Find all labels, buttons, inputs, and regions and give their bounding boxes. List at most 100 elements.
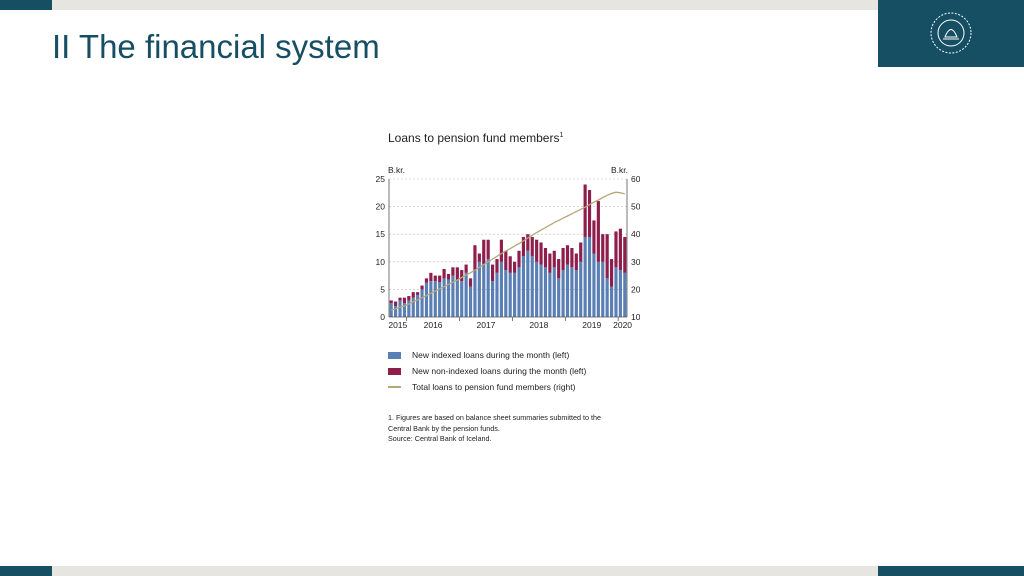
- bar-non-indexed: [429, 272, 433, 282]
- bar-non-indexed: [517, 250, 521, 268]
- bar-non-indexed: [570, 248, 574, 268]
- bar-indexed: [442, 278, 446, 317]
- bar-non-indexed: [398, 297, 402, 301]
- bar-non-indexed: [499, 239, 503, 262]
- bar-non-indexed: [389, 300, 393, 304]
- bar-non-indexed: [623, 236, 627, 273]
- bar-indexed: [601, 261, 605, 317]
- bar-non-indexed: [508, 256, 512, 273]
- y-left-tick-label: 10: [376, 257, 386, 267]
- y-right-tick-label: 100: [631, 312, 640, 322]
- chart-notes: 1. Figures are based on balance sheet su…: [388, 413, 601, 445]
- bar-indexed: [526, 250, 530, 317]
- legend-label-total: Total loans to pension fund members (rig…: [412, 382, 576, 392]
- y-right-tick-label: 400: [631, 229, 640, 239]
- bar-indexed: [482, 264, 486, 317]
- bottom-band: [52, 566, 878, 576]
- bar-indexed: [609, 286, 614, 317]
- bar-indexed: [508, 272, 512, 317]
- bar-indexed: [570, 267, 574, 317]
- bar-non-indexed: [504, 250, 508, 271]
- bar-non-indexed: [433, 275, 437, 282]
- bar-indexed: [587, 236, 592, 317]
- y-left-tick-label: 20: [376, 202, 386, 212]
- legend-swatch-non-indexed: [388, 367, 401, 375]
- bar-indexed: [574, 270, 578, 317]
- bar-indexed: [530, 256, 534, 317]
- y-right-tick-label: 500: [631, 202, 640, 212]
- bottom-accent-bar: [0, 566, 52, 576]
- bar-non-indexed: [438, 275, 442, 283]
- bar-non-indexed: [548, 253, 552, 273]
- note-line-1: 1. Figures are based on balance sheet su…: [388, 413, 601, 422]
- bar-indexed: [517, 267, 521, 317]
- bar-indexed: [614, 267, 618, 317]
- bar-non-indexed: [486, 239, 490, 260]
- bar-indexed: [473, 270, 477, 317]
- bar-indexed: [420, 289, 424, 317]
- bar-indexed: [592, 253, 596, 317]
- chart-title-note: 1: [559, 132, 564, 139]
- bar-non-indexed: [477, 253, 481, 262]
- bar-non-indexed: [521, 236, 526, 257]
- bar-non-indexed: [526, 234, 530, 251]
- bar-non-indexed: [587, 190, 592, 237]
- bar-indexed: [407, 300, 411, 317]
- bar-indexed: [433, 281, 437, 317]
- bar-non-indexed: [574, 253, 578, 271]
- y-left-tick-label: 15: [376, 229, 386, 239]
- bar-indexed: [513, 272, 517, 317]
- bar-non-indexed: [490, 264, 495, 282]
- bar-indexed: [495, 272, 499, 317]
- source-line: Source: Central Bank of Iceland.: [388, 434, 492, 443]
- bar-indexed: [398, 300, 402, 317]
- bar-non-indexed: [411, 292, 415, 298]
- bar-non-indexed: [535, 239, 539, 262]
- top-band: [52, 0, 878, 10]
- bar-indexed: [557, 278, 561, 317]
- chart-title: Loans to pension fund members1: [388, 131, 563, 145]
- bar-non-indexed: [482, 239, 486, 265]
- bar-indexed: [477, 261, 481, 317]
- bar-non-indexed: [596, 201, 600, 262]
- bar-non-indexed: [601, 234, 605, 262]
- legend-label-indexed: New indexed loans during the month (left…: [412, 350, 570, 360]
- page-title: II The financial system: [52, 28, 380, 65]
- bar-indexed: [411, 297, 415, 317]
- bar-indexed: [548, 272, 552, 317]
- chart-title-text: Loans to pension fund members: [388, 131, 560, 145]
- y-left-tick-label: 0: [380, 312, 385, 322]
- bar-non-indexed: [609, 259, 614, 287]
- x-tick-label: 2015: [388, 320, 407, 330]
- y-left-tick-label: 25: [376, 174, 386, 184]
- bar-non-indexed: [592, 220, 596, 254]
- bar-indexed: [438, 282, 442, 317]
- bar-non-indexed: [618, 228, 622, 271]
- legend-swatch-indexed: [388, 351, 401, 359]
- central-bank-seal-icon: [930, 12, 972, 54]
- bar-non-indexed: [460, 270, 464, 282]
- bar-non-indexed: [539, 242, 543, 265]
- bar-non-indexed: [495, 259, 499, 273]
- bar-non-indexed: [442, 268, 446, 279]
- bar-non-indexed: [557, 259, 561, 279]
- loans-chart: 0510152025100200300400500600B.kr.B.kr.20…: [376, 165, 640, 330]
- top-accent-bar: [0, 0, 52, 10]
- bar-indexed: [486, 259, 490, 317]
- bar-non-indexed: [416, 292, 420, 295]
- y-right-tick-label: 300: [631, 257, 640, 267]
- legend-label-non-indexed: New non-indexed loans during the month (…: [412, 366, 587, 376]
- legend-item-non-indexed: New non-indexed loans during the month (…: [388, 363, 586, 379]
- bar-indexed: [451, 275, 455, 317]
- legend-swatch-total: [388, 386, 401, 388]
- bar-non-indexed: [552, 250, 556, 268]
- bar-non-indexed: [530, 236, 534, 257]
- y-right-tick-label: 600: [631, 174, 640, 184]
- line-total-loans: [391, 191, 625, 311]
- bar-non-indexed: [565, 245, 570, 265]
- x-tick-label: 2018: [529, 320, 548, 330]
- y-left-unit-label: B.kr.: [388, 165, 405, 175]
- bar-non-indexed: [455, 267, 459, 281]
- y-left-tick-label: 5: [380, 284, 385, 294]
- bar-indexed: [394, 305, 398, 317]
